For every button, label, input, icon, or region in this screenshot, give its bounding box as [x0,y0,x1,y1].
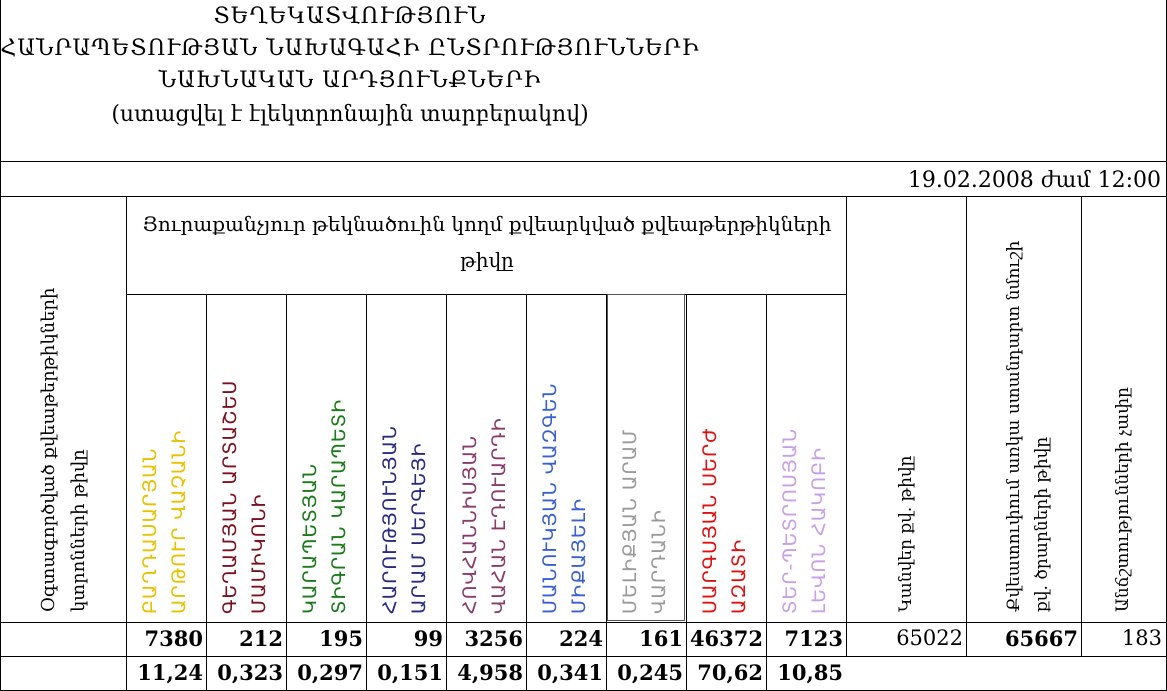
candidate-header-9: ՏԵՐ-ՊԵՏՐՈՍՅԱՆ ԼԵՎՈՆ ՀԱԿՈԲԻ [779,427,830,614]
col-line-3 [286,294,287,690]
header-used-ballots: Օգտագործված քվեաթերթիկների կտրոնների թիվ… [38,287,89,612]
votes-cell-5: 3256 [464,626,523,651]
candidate-header-4: ՀԱՐՈՒԹՅՈՒՆՅԱՆ ԱՐԱՄ ՍԵՐԳԵՅԻ [379,425,430,614]
col-line-6 [526,294,527,690]
votes-cell-6: 224 [559,626,603,651]
border-left [0,0,1,691]
title-line-4: (ստացվել է էլեկտրոնային տարբերակով) [111,102,589,127]
candidate-header-2: ԳԵՂԱՄՅԱՆ ԱՐՏԱՇԵՍ ՄԱՄԻԿՈՆԻ [219,379,270,614]
votes-cell-9: 7123 [784,626,843,651]
col-line-11 [966,196,967,656]
total-value: 65667 [1004,626,1078,651]
header-total: Քվեատուփում առկա ստանդարտ նմուշի քվ. ծրա… [1004,240,1052,612]
col-line-5 [446,294,447,690]
candidate-header-6: ՄԱՆՈՒԿՅԱՆ ՎԱԶԳԵՆ ՄԻՔԱՅԵԼԻ [539,382,590,614]
votes-cell-4: 99 [413,626,443,651]
candidate-header-1: ԲԱՂԴԱՍԱՐՅԱՆ ԱՐԹՈՒՐ ՎԱՉԱՆԻ [139,429,190,614]
col-line-7 [606,294,607,690]
col-line-1 [126,196,127,690]
votes-cell-3: 195 [319,626,363,651]
col-line-10 [846,196,847,656]
percent-cell-1: 11,24 [137,660,203,685]
percent-cell-4: 0,151 [377,660,443,685]
percent-cell-5: 4,958 [457,660,523,685]
candidate-header-5: ՀՈՎՀԱՆՆԻՍՅԱՆ ՎԱՀԱՆ ԷԴՈՒԱՐԴԻ [459,417,510,614]
candidate-header-8: ՍԱՐԳՍՅԱՆ ՍԵՐԺ ԱԶԱՏԻ [699,427,750,614]
rule-title [0,161,1167,162]
title-line-2: ՀԱՆՐԱՊԵՏՈՒԹՅԱՆ ՆԱԽԱԳԱՀԻ ԸՆՏՐՈՒԹՅՈՒՆՆԵՐԻ [0,36,700,61]
percent-cell-7: 0,245 [617,660,683,685]
col-line-4 [366,294,367,690]
discrepancy-value: 183 [1121,626,1162,650]
rule-row1 [0,656,1167,657]
percent-cell-3: 0,297 [297,660,363,685]
title-line-1: ՏԵՂԵԿԱՏՎՈՒԹՅՈՒՆ [213,4,487,29]
votes-cell-7: 161 [639,626,683,651]
rule-date [0,196,1167,197]
header-discrepancy: Անճշտությունների չափը [1113,387,1133,612]
rule-header-bottom [0,622,1167,623]
candidate-header-3: ԿԱՐԱՊԵՏՅԱՆ ՏԻԳՐԱՆ ԿԱՐԱՊԵՏԻ [299,398,350,614]
header-invalid: Կանվեր քվ. թիվը [896,455,916,612]
col-line-12 [1081,196,1082,656]
rule-group [126,294,846,295]
votes-cell-2: 212 [239,626,283,651]
selected-cell-frame [607,294,685,621]
invalid-value: 65022 [896,626,963,650]
header-candidates-group: Յուրաքանչյուր թեկնածուին կողմ քվեարկված … [142,212,832,272]
votes-cell-1: 7380 [144,626,203,651]
percent-cell-9: 10,85 [777,660,843,685]
title-line-3: ՆԱԽՆԱԿԱՆ ԱՐԴՅՈՒՆՔՆԵՐԻ [158,68,542,93]
percent-cell-6: 0,341 [537,660,603,685]
percent-cell-8: 70,62 [697,660,763,685]
votes-cell-8: 46372 [689,626,763,651]
candidate-header-7: ՄԵԼԻՔՅԱՆ ԱՐԱՄ ՎԱՐԴԱՆԻ [619,428,670,614]
col-line-8 [686,294,687,690]
col-line-9 [766,294,767,690]
report-date: 19.02.2008 ժամ 12:00 [907,168,1161,193]
percent-cell-2: 0,323 [217,660,283,685]
col-line-2 [206,294,207,690]
